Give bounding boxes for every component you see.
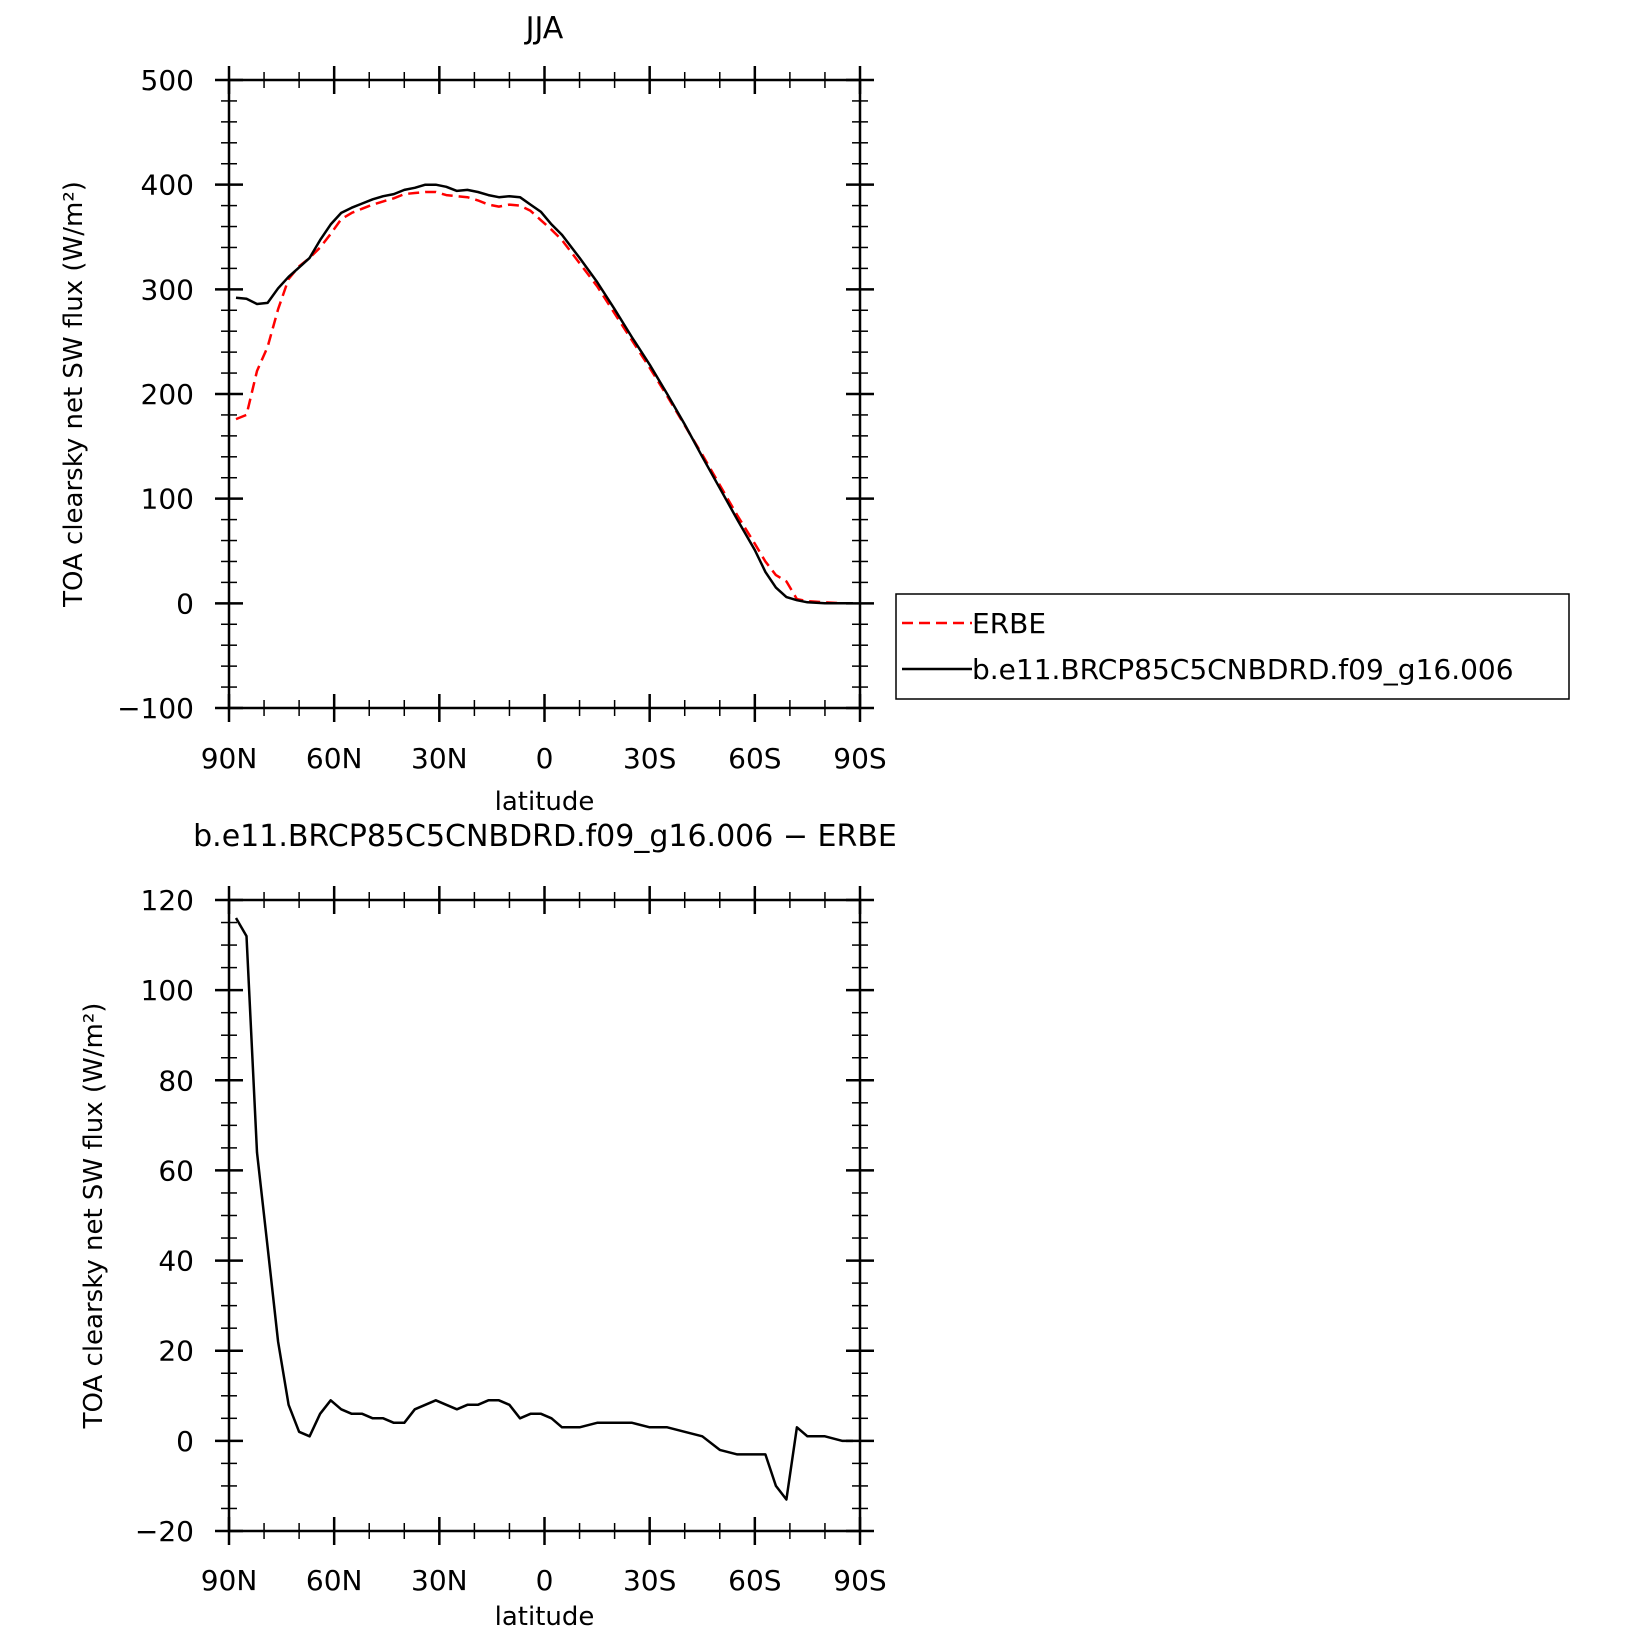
y-tick-label: 60 [158, 1154, 194, 1187]
top-y-axis-label: TOA clearsky net SW flux (W/m²) [59, 181, 89, 608]
x-tick-label: 30S [623, 742, 676, 775]
x-tick-label: 90N [201, 1564, 258, 1597]
x-tick-label: 30N [411, 742, 468, 775]
x-tick-label: 30S [623, 1564, 676, 1597]
x-tick-label: 30N [411, 1564, 468, 1597]
y-tick-label: 120 [141, 884, 194, 917]
y-tick-label: 0 [176, 1425, 194, 1458]
y-tick-label: 400 [141, 169, 194, 202]
legend-label-erbe: ERBE [972, 607, 1046, 640]
top-series-group [235, 183, 853, 605]
top-panel: JJA TOA clearsky net SW flux (W/m²) lati… [59, 11, 887, 817]
series-line-model [234, 917, 853, 1501]
y-tick-label: 300 [141, 273, 194, 306]
y-tick-label: 0 [176, 587, 194, 620]
x-tick-label: 90S [833, 1564, 886, 1597]
bottom-tick-labels: −20 0 20 40 60 80 100 120 90N 60N 30N 0 30S 60S 90S [135, 884, 887, 1597]
bottom-plot-frame [227, 898, 862, 1533]
y-tick-label: 20 [158, 1335, 194, 1368]
top-axis-ticks [215, 66, 874, 722]
y-tick-label: 500 [141, 64, 194, 97]
y-tick-label: 40 [158, 1245, 194, 1278]
x-tick-label: 90S [833, 742, 886, 775]
legend-label-model: b.e11.BRCP85C5CNBDRD.f09_g16.006 [972, 653, 1514, 686]
x-tick-label: 60S [728, 742, 781, 775]
bottom-chart-title: b.e11.BRCP85C5CNBDRD.f09_g16.006 − ERBE [193, 819, 897, 854]
series-line-erbe [235, 190, 853, 605]
y-tick-label: 100 [141, 483, 194, 516]
x-tick-label: 60N [306, 742, 363, 775]
bottom-y-axis-label: TOA clearsky net SW flux (W/m²) [79, 1003, 109, 1430]
bottom-panel: b.e11.BRCP85C5CNBDRD.f09_g16.006 − ERBE … [79, 819, 897, 1632]
x-tick-label: 0 [536, 1564, 554, 1597]
top-plot-frame [227, 78, 862, 710]
y-tick-label: 100 [141, 974, 194, 1007]
top-x-axis-label: latitude [495, 787, 595, 817]
y-tick-label: −20 [135, 1515, 194, 1548]
y-tick-label: 200 [141, 378, 194, 411]
x-tick-label: 90N [201, 742, 258, 775]
bottom-series-group [234, 917, 853, 1501]
legend: ERBE b.e11.BRCP85C5CNBDRD.f09_g16.006 [895, 593, 1570, 700]
bottom-x-axis-label: latitude [495, 1602, 595, 1631]
x-tick-label: 0 [536, 742, 554, 775]
bottom-axis-ticks [215, 886, 874, 1545]
legend-box [895, 593, 1570, 700]
top-tick-labels: −100 0 100 200 300 400 500 90N 60N 30N 0 30S 60S 90S [117, 64, 887, 775]
series-line-model [235, 183, 853, 605]
x-tick-label: 60N [306, 1564, 363, 1597]
x-tick-label: 60S [728, 1564, 781, 1597]
y-tick-label: −100 [117, 692, 194, 725]
y-tick-label: 80 [158, 1064, 194, 1097]
top-chart-title: JJA [524, 11, 564, 46]
